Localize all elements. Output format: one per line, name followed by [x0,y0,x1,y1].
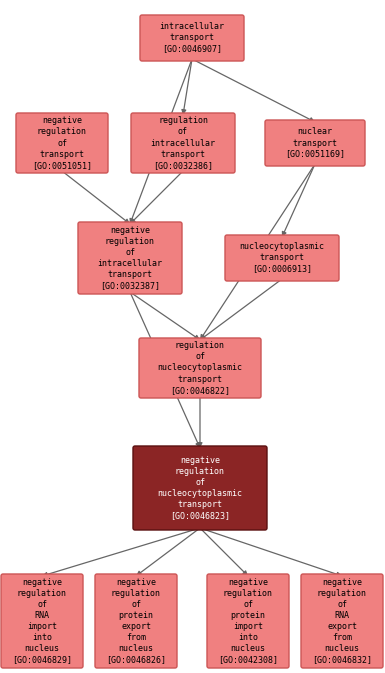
Text: regulation
of
intracellular
transport
[GO:0032386]: regulation of intracellular transport [G… [151,116,216,170]
Text: nuclear
transport
[GO:0051169]: nuclear transport [GO:0051169] [285,127,345,159]
FancyBboxPatch shape [78,222,182,294]
Text: negative
regulation
of
intracellular
transport
[GO:0032387]: negative regulation of intracellular tra… [97,225,162,290]
Text: negative
regulation
of
protein
import
into
nucleus
[GO:0042308]: negative regulation of protein import in… [218,577,278,664]
FancyBboxPatch shape [139,338,261,398]
Text: regulation
of
nucleocytoplasmic
transport
[GO:0046822]: regulation of nucleocytoplasmic transpor… [157,341,243,394]
Text: negative
regulation
of
protein
export
from
nucleus
[GO:0046826]: negative regulation of protein export fr… [106,577,166,664]
FancyBboxPatch shape [301,574,383,668]
FancyBboxPatch shape [16,113,108,173]
FancyBboxPatch shape [265,120,365,166]
Text: intracellular
transport
[GO:0046907]: intracellular transport [GO:0046907] [159,22,224,54]
FancyBboxPatch shape [207,574,289,668]
Text: nucleocytoplasmic
transport
[GO:0006913]: nucleocytoplasmic transport [GO:0006913] [239,242,325,274]
FancyBboxPatch shape [133,446,267,530]
FancyBboxPatch shape [140,15,244,61]
FancyBboxPatch shape [131,113,235,173]
FancyBboxPatch shape [225,235,339,281]
FancyBboxPatch shape [95,574,177,668]
FancyBboxPatch shape [1,574,83,668]
Text: negative
regulation
of
nucleocytoplasmic
transport
[GO:0046823]: negative regulation of nucleocytoplasmic… [157,456,243,520]
Text: negative
regulation
of
RNA
export
from
nucleus
[GO:0046832]: negative regulation of RNA export from n… [312,577,372,664]
Text: negative
regulation
of
RNA
import
into
nucleus
[GO:0046829]: negative regulation of RNA import into n… [12,577,72,664]
Text: negative
regulation
of
transport
[GO:0051051]: negative regulation of transport [GO:005… [32,116,92,170]
